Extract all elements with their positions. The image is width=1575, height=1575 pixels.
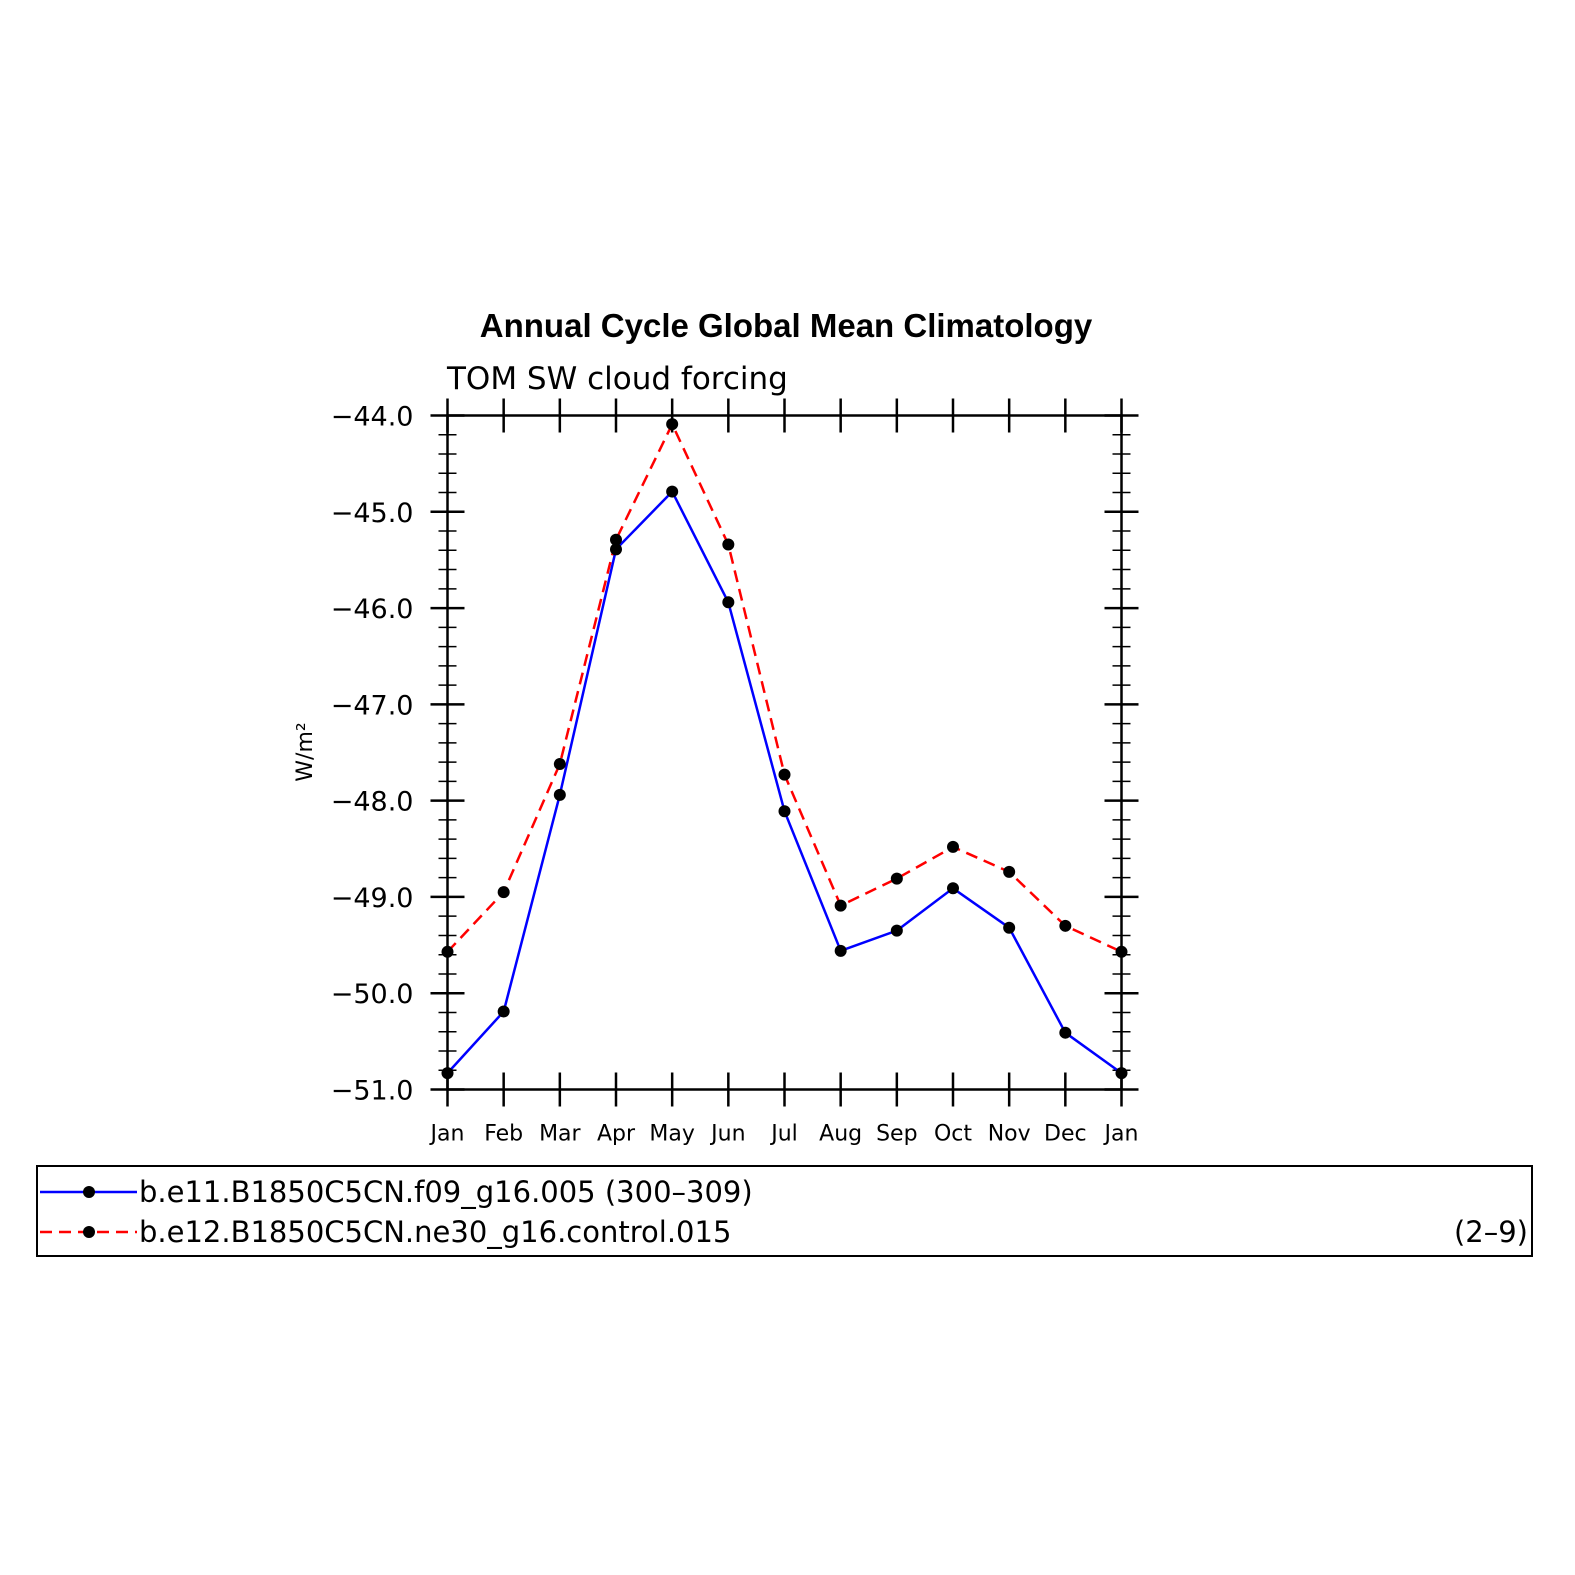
chart-subtitle: TOM SW cloud forcing <box>446 361 788 397</box>
legend-label-2: b.e12.B1850C5CN.ne30_g16.control.015 <box>139 1215 731 1249</box>
series-line-2 <box>446 422 1123 953</box>
x-tick-label: Jan <box>1103 1122 1139 1147</box>
series-1-point <box>947 882 959 895</box>
series-1-point <box>722 596 735 609</box>
x-tick-label: Dec <box>1044 1122 1087 1147</box>
series-1-point <box>1059 1026 1072 1039</box>
series-1-point <box>834 944 847 957</box>
series-group <box>441 418 1128 1080</box>
y-tick-label: −45.0 <box>331 498 414 529</box>
series-2-point <box>666 418 679 431</box>
series-1-point <box>610 543 622 556</box>
series-1-point <box>666 485 679 498</box>
legend-entry-2: b.e12.B1850C5CN.ne30_g16.control.015 (2–… <box>40 1215 1528 1249</box>
x-tick-label: Oct <box>934 1122 972 1147</box>
series-1-point <box>1003 921 1016 934</box>
series-1-point <box>497 1005 510 1018</box>
y-tick-label: −50.0 <box>331 979 414 1010</box>
series-1-point <box>890 924 903 937</box>
x-tick-label: Jul <box>769 1122 798 1147</box>
y-tick-label: −44.0 <box>331 402 414 433</box>
legend-box <box>36 1165 1533 1257</box>
series-2-point <box>553 758 566 771</box>
x-tick-label: Nov <box>988 1122 1031 1147</box>
x-tick-label: May <box>649 1122 694 1147</box>
series-2-point <box>778 768 791 781</box>
x-tick-label: Mar <box>539 1122 581 1147</box>
legend-years-2: (2–9) <box>1454 1215 1528 1249</box>
series-2-point <box>890 872 903 885</box>
y-axis-label: W/m² <box>293 722 318 781</box>
y-tick-label: −51.0 <box>331 1076 414 1107</box>
series-2-point <box>722 538 735 551</box>
x-tick-label: Sep <box>876 1122 917 1147</box>
series-2-point <box>497 886 510 899</box>
series-1-point <box>553 788 566 801</box>
series-2-point <box>610 533 622 546</box>
legend-entry-1: b.e11.B1850C5CN.f09_g16.005 (300–309) <box>40 1175 753 1209</box>
y-tick-label: −46.0 <box>331 594 414 625</box>
plot-frame <box>446 414 1123 1091</box>
x-tick-label: Jun <box>709 1122 745 1147</box>
y-tick-labels: −44.0 −45.0 −46.0 −47.0 −48.0 −49.0 −50.0 −51.0 <box>331 402 414 1107</box>
legend-label-1: b.e11.B1850C5CN.f09_g16.005 (300–309) <box>139 1175 753 1209</box>
y-tick-label: −49.0 <box>331 883 414 914</box>
series-2-point <box>1003 865 1016 878</box>
x-tick-label: Feb <box>484 1122 523 1147</box>
legend-marker-1 <box>83 1186 95 1198</box>
x-tick-label: Jan <box>429 1122 465 1147</box>
legend-marker-2 <box>83 1226 95 1238</box>
series-2-point <box>1059 919 1072 932</box>
chart-title: Annual Cycle Global Mean Climatology <box>480 307 1093 344</box>
series-2-point <box>834 899 847 912</box>
series-line-1 <box>446 490 1123 1075</box>
y-tick-label: −47.0 <box>331 690 414 721</box>
x-tick-labels: Jan Feb Mar Apr May Jun Jul Aug Sep Oct Nov Dec Jan <box>429 1122 1139 1147</box>
x-tick-label: Apr <box>597 1122 636 1147</box>
series-2-point <box>947 840 959 853</box>
x-tick-label: Aug <box>819 1122 862 1147</box>
legend: b.e11.B1850C5CN.f09_g16.005 (300–309) b.… <box>36 1165 1533 1257</box>
y-tick-label: −48.0 <box>331 787 414 818</box>
series-1-point <box>778 805 791 818</box>
axis-ticks <box>430 398 1139 1107</box>
